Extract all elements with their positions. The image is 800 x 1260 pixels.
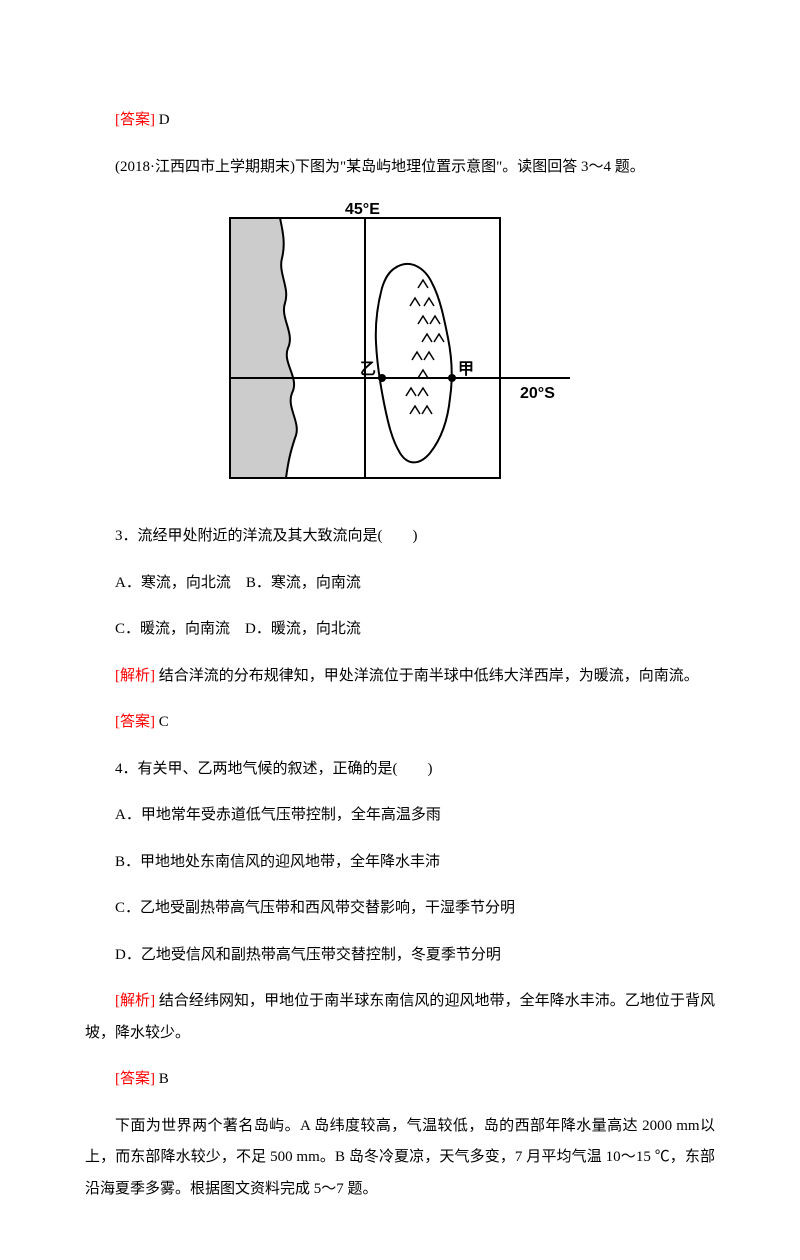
point-yi	[378, 374, 386, 382]
q4-opt-a: A．甲地常年受赤道低气压带控制，全年高温多雨	[85, 800, 715, 832]
q3-stem: 3．流经甲处附近的洋流及其大致流向是( )	[85, 521, 715, 553]
analysis-text: 结合经纬网知，甲地位于南半球东南信风的迎风地带，全年降水丰沛。乙地位于背风坡，降…	[85, 993, 715, 1041]
analysis-label: [解析]	[115, 668, 155, 684]
answer-label: [答案]	[115, 112, 155, 128]
q4-stem: 4．有关甲、乙两地气候的叙述，正确的是( )	[85, 754, 715, 786]
map-right-label: 20°S	[520, 385, 555, 402]
answer-label: [答案]	[115, 1071, 155, 1087]
label-jia: 甲	[458, 360, 474, 378]
q4-analysis: [解析] 结合经纬网知，甲地位于南半球东南信风的迎风地带，全年降水丰沛。乙地位于…	[85, 986, 715, 1049]
q4-opt-c: C．乙地受副热带高气压带和西风带交替影响，干湿季节分明	[85, 893, 715, 925]
q4-opt-d: D．乙地受信风和副热带高气压带交替控制，冬夏季节分明	[85, 940, 715, 972]
analysis-text: 结合洋流的分布规律知，甲处洋流位于南半球中低纬大洋西岸，为暖流，向南流。	[159, 668, 699, 684]
figure-container: 45°E 20°S 乙 甲	[85, 198, 715, 503]
q3-opt-cd: C．暖流，向南流 D．暖流，向北流	[85, 614, 715, 646]
answer-value: B	[159, 1071, 169, 1087]
q3-analysis: [解析] 结合洋流的分布规律知，甲处洋流位于南半球中低纬大洋西岸，为暖流，向南流…	[85, 661, 715, 693]
document-page: [答案] D (2018·江西四市上学期期末)下图为"某岛屿地理位置示意图"。读…	[0, 0, 800, 1260]
answer-label: [答案]	[115, 714, 155, 730]
map-svg: 45°E 20°S 乙 甲	[200, 198, 600, 498]
answer-value: C	[159, 714, 169, 730]
q4-opt-b: B．甲地地处东南信风的迎风地带，全年降水丰沛	[85, 847, 715, 879]
label-yi: 乙	[360, 361, 376, 378]
q3-opt-ab: A．寒流，向北流 B．寒流，向南流	[85, 568, 715, 600]
point-jia	[448, 374, 456, 382]
answer-value: D	[159, 112, 170, 128]
intro-line-2: 下面为世界两个著名岛屿。A 岛纬度较高，气温较低，岛的西部年降水量高达 2000…	[85, 1111, 715, 1206]
intro-line-1: (2018·江西四市上学期期末)下图为"某岛屿地理位置示意图"。读图回答 3～4…	[85, 152, 715, 184]
map-top-label: 45°E	[345, 201, 380, 218]
q3-answer: [答案] C	[85, 707, 715, 739]
analysis-label: [解析]	[115, 993, 155, 1009]
answer-line-1: [答案] D	[85, 105, 715, 137]
q4-answer: [答案] B	[85, 1064, 715, 1096]
